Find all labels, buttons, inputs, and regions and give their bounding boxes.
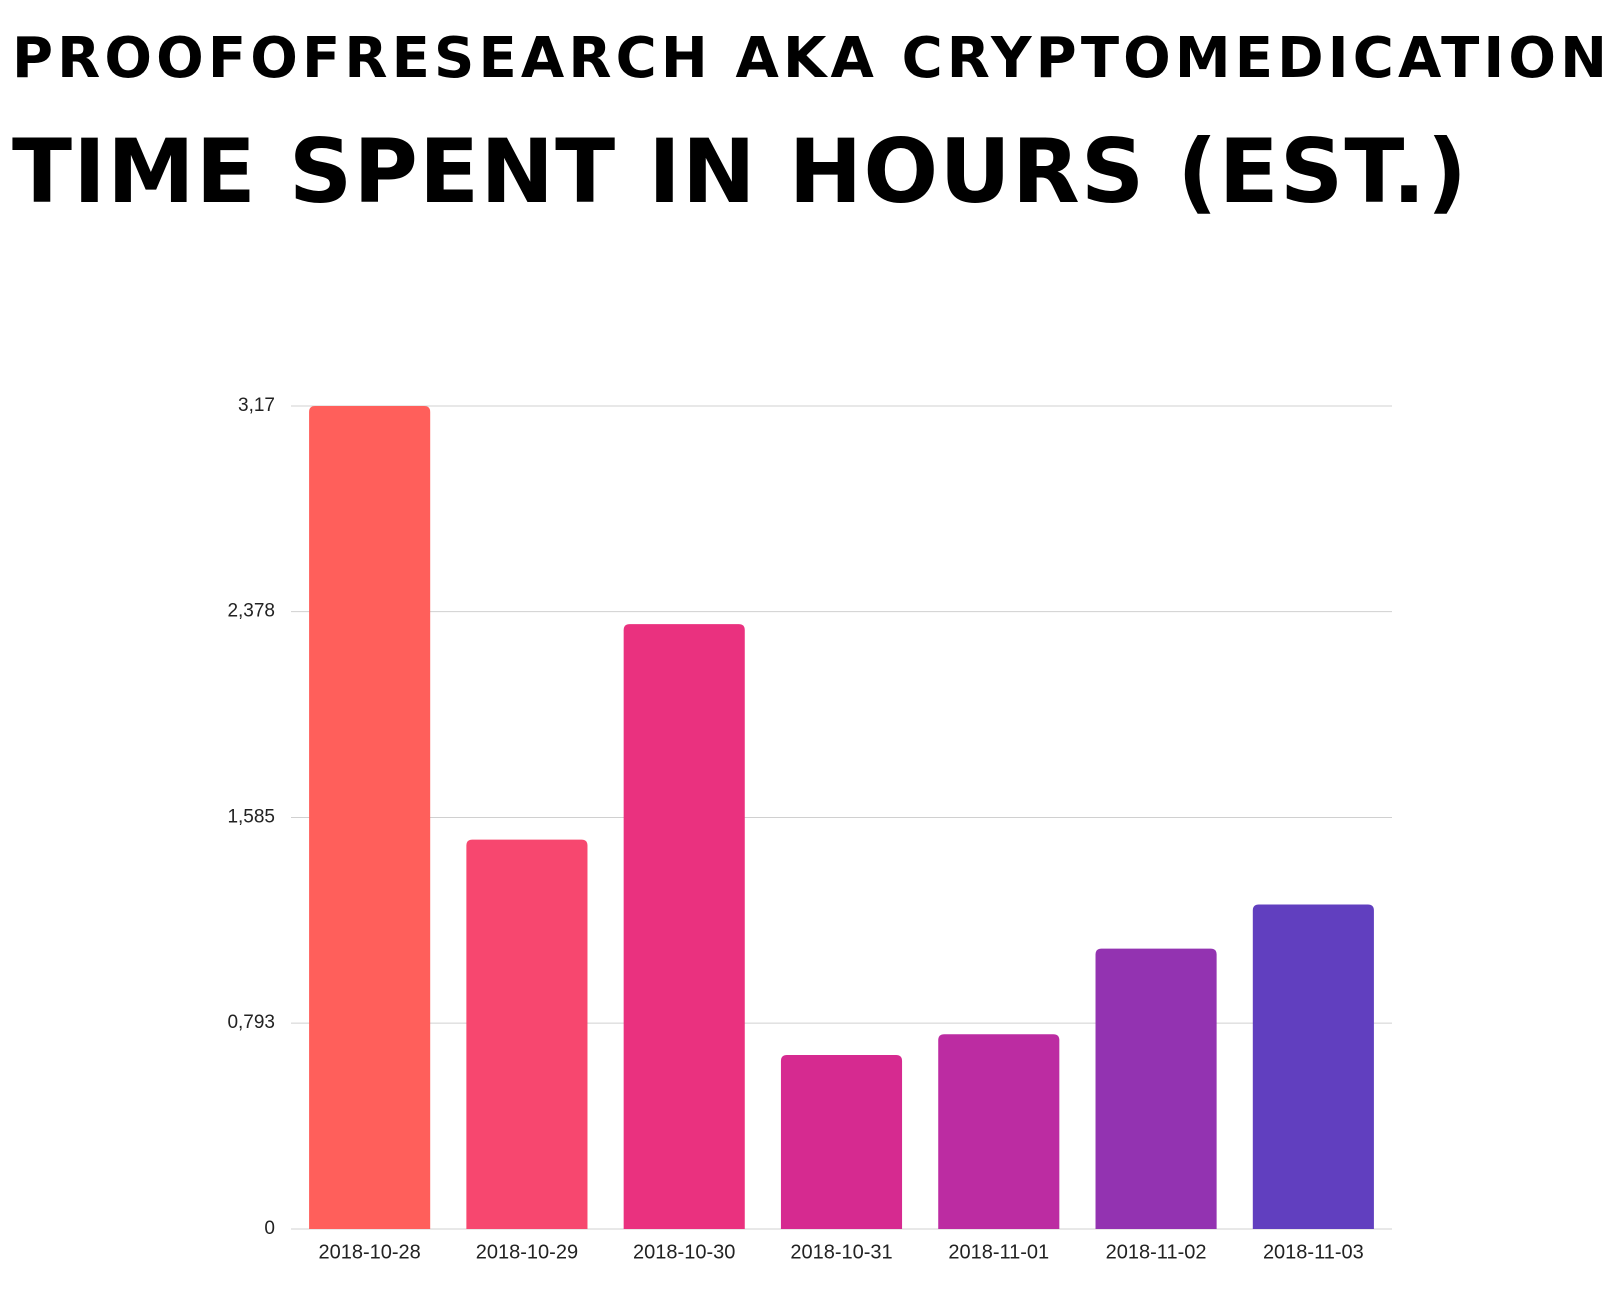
- bar: [623, 624, 745, 1229]
- y-tick-label: 1,585: [227, 807, 275, 828]
- bar: [1252, 904, 1374, 1229]
- y-tick-label: 3,17: [238, 395, 275, 416]
- x-tick-label: 2018-10-30: [633, 1241, 735, 1263]
- chart-title: PROOFOFRESEARCH AKA CRYPTOMEDICATION: [12, 26, 1607, 91]
- bar: [780, 1055, 903, 1229]
- bar: [938, 1034, 1060, 1229]
- bar: [1095, 948, 1217, 1229]
- x-tick-label: 2018-11-02: [1106, 1241, 1207, 1263]
- x-tick-label: 2018-10-29: [476, 1241, 578, 1263]
- x-tick-label: 2018-10-31: [790, 1241, 892, 1263]
- y-tick-label: 2,378: [227, 601, 275, 622]
- bar: [466, 839, 588, 1229]
- x-tick-label: 2018-11-01: [948, 1241, 1049, 1263]
- x-tick-label: 2018-10-28: [318, 1241, 420, 1263]
- bar: [309, 406, 431, 1229]
- y-tick-label: 0,793: [227, 1012, 275, 1033]
- y-tick-label: 0: [264, 1218, 275, 1239]
- x-tick-label: 2018-11-03: [1263, 1241, 1364, 1263]
- chart-subtitle: TIME SPENT IN HOURS (EST.): [12, 120, 1467, 223]
